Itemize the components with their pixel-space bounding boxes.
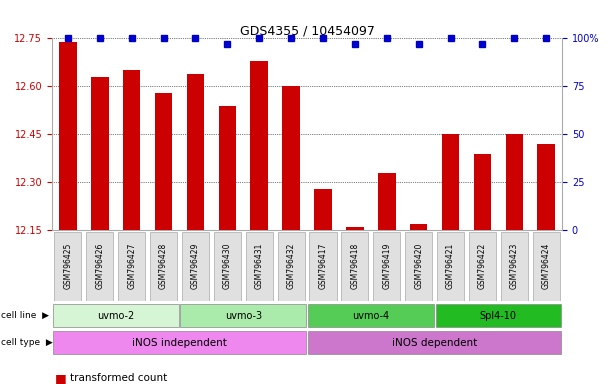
Text: GSM796431: GSM796431 [255,243,264,289]
Text: ■: ■ [55,372,67,384]
Text: GSM796417: GSM796417 [318,243,327,289]
FancyBboxPatch shape [54,232,81,301]
FancyBboxPatch shape [118,232,145,301]
Text: Spl4-10: Spl4-10 [480,311,517,321]
Bar [314,189,332,230]
Bar [538,144,555,230]
FancyBboxPatch shape [342,232,368,301]
FancyBboxPatch shape [277,232,305,301]
Text: GSM796429: GSM796429 [191,243,200,289]
Text: GSM796425: GSM796425 [64,243,72,289]
Bar [219,106,236,230]
Bar [282,86,300,230]
Text: GSM796418: GSM796418 [350,243,359,289]
Text: GSM796426: GSM796426 [95,243,104,289]
Text: GSM796422: GSM796422 [478,243,487,289]
Bar [251,61,268,230]
FancyBboxPatch shape [469,232,496,301]
Bar [123,70,141,230]
FancyBboxPatch shape [86,232,113,301]
Title: GDS4355 / 10454097: GDS4355 / 10454097 [240,24,375,37]
Text: iNOS independent: iNOS independent [132,338,227,348]
FancyBboxPatch shape [180,305,306,327]
Bar [474,154,491,230]
Bar [378,173,395,230]
FancyBboxPatch shape [309,232,337,301]
FancyBboxPatch shape [53,305,178,327]
FancyBboxPatch shape [533,232,560,301]
Text: uvmo-3: uvmo-3 [225,311,262,321]
Bar [155,93,172,230]
Bar [59,41,76,230]
FancyBboxPatch shape [437,232,464,301]
FancyBboxPatch shape [373,232,400,301]
Bar [442,134,459,230]
Text: GSM796420: GSM796420 [414,243,423,289]
FancyBboxPatch shape [182,232,209,301]
Text: GSM796424: GSM796424 [542,243,551,289]
Text: iNOS dependent: iNOS dependent [392,338,477,348]
Text: cell line  ▶: cell line ▶ [1,311,49,320]
FancyBboxPatch shape [214,232,241,301]
FancyBboxPatch shape [501,232,528,301]
Text: GSM796428: GSM796428 [159,243,168,289]
FancyBboxPatch shape [53,331,306,354]
Text: transformed count: transformed count [70,373,167,383]
Text: GSM796430: GSM796430 [223,243,232,289]
Bar [346,227,364,230]
Bar [410,224,428,230]
FancyBboxPatch shape [150,232,177,301]
Text: GSM796421: GSM796421 [446,243,455,289]
FancyBboxPatch shape [405,232,432,301]
Text: GSM796427: GSM796427 [127,243,136,289]
Text: GSM796419: GSM796419 [382,243,391,289]
Bar [91,77,109,230]
Text: cell type  ▶: cell type ▶ [1,338,53,347]
FancyBboxPatch shape [246,232,273,301]
FancyBboxPatch shape [436,305,561,327]
Text: uvmo-2: uvmo-2 [97,311,134,321]
Bar [186,74,204,230]
Bar [505,134,523,230]
Text: GSM796432: GSM796432 [287,243,296,289]
FancyBboxPatch shape [308,331,561,354]
Text: uvmo-4: uvmo-4 [352,311,389,321]
Text: GSM796423: GSM796423 [510,243,519,289]
FancyBboxPatch shape [308,305,434,327]
